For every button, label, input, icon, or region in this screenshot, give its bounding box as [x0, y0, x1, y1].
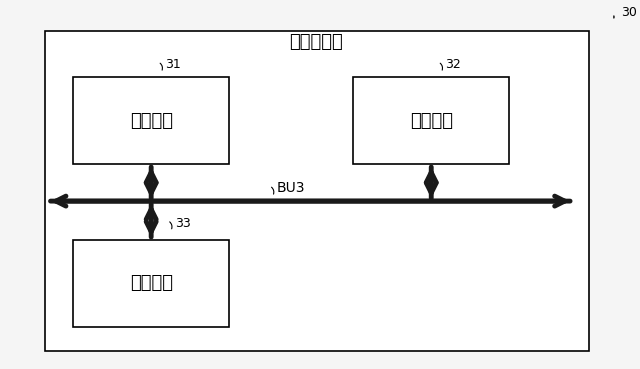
Text: 31: 31 — [166, 58, 181, 71]
Text: 33: 33 — [175, 217, 191, 230]
Text: 制御装置: 制御装置 — [130, 112, 173, 130]
Text: 記憶装置: 記憶装置 — [410, 112, 452, 130]
Text: BU3: BU3 — [277, 181, 305, 195]
Text: サーバ装置: サーバ装置 — [289, 34, 343, 51]
Bar — [73, 240, 229, 327]
Text: 32: 32 — [445, 58, 461, 71]
Text: 通信装置: 通信装置 — [130, 274, 173, 292]
Bar — [353, 77, 509, 164]
Text: 30: 30 — [621, 6, 637, 20]
Bar — [73, 77, 229, 164]
Bar — [45, 31, 589, 351]
